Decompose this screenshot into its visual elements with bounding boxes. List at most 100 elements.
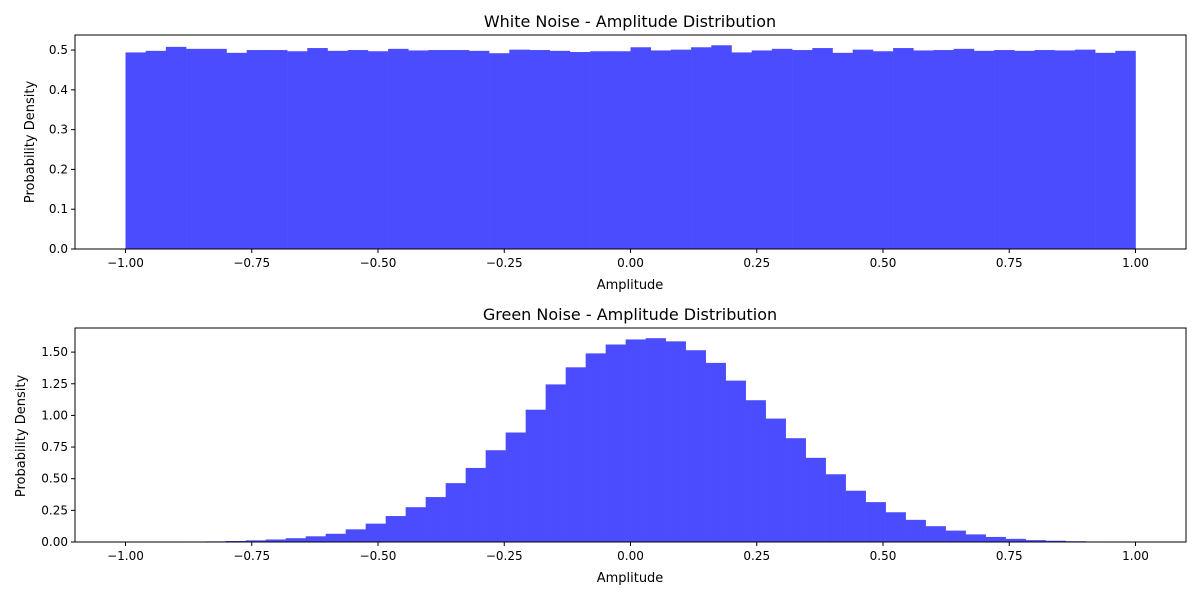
- white-noise-bar-35: [832, 52, 853, 249]
- green-noise-title: Green Noise - Amplitude Distribution: [483, 305, 777, 324]
- white-noise-bar-34: [812, 48, 833, 249]
- green-noise-x-tick-label-2: −0.50: [360, 549, 397, 563]
- white-noise-x-tick-label-3: −0.25: [486, 256, 523, 270]
- white-noise-bar-39: [913, 50, 934, 249]
- green-noise-bar-32: [785, 438, 806, 542]
- white-noise-bar-0: [125, 52, 146, 250]
- white-noise-bar-24: [610, 51, 631, 249]
- green-noise-y-tick-label-5: 1.25: [41, 377, 68, 391]
- white-noise-x-tick-label-7: 0.75: [996, 256, 1023, 270]
- green-noise-bar-12: [385, 516, 406, 542]
- white-noise-y-tick-label-0: 0.0: [49, 242, 68, 256]
- white-noise-x-tick-label-0: −1.00: [107, 256, 144, 270]
- green-noise-y-tick-label-6: 1.50: [41, 345, 68, 359]
- white-noise-bar-1: [145, 50, 167, 250]
- white-noise-bar-19: [509, 49, 530, 249]
- green-noise-x-tick-label-3: −0.25: [486, 549, 523, 563]
- green-noise-bar-6: [265, 539, 286, 542]
- green-noise-bar-40: [945, 530, 966, 542]
- white-noise-bar-4: [206, 48, 227, 249]
- white-noise-x-tick-label-1: −0.75: [233, 256, 270, 270]
- green-noise-bar-37: [885, 512, 906, 542]
- white-noise-x-tick-label-8: 1.00: [1122, 256, 1149, 270]
- green-noise-y-axis-label: Probability Density: [14, 375, 29, 498]
- white-noise-bar-48: [1095, 52, 1116, 249]
- white-noise-y-axis-label: Probability Density: [23, 81, 38, 204]
- green-noise-y-tick-label-0: 0.00: [41, 535, 68, 549]
- green-noise-bar-31: [765, 418, 786, 542]
- white-noise-bar-16: [448, 50, 470, 249]
- green-noise-bar-45: [1045, 540, 1066, 542]
- green-noise-bar-41: [965, 534, 986, 542]
- green-noise-bar-14: [425, 497, 446, 542]
- green-noise-bar-7: [285, 538, 306, 542]
- green-noise-bar-24: [625, 339, 646, 542]
- white-noise-bar-17: [468, 50, 490, 250]
- white-noise-bar-2: [165, 46, 187, 249]
- white-noise-x-tick-label-5: 0.25: [743, 256, 770, 270]
- white-noise-bar-49: [1115, 50, 1136, 250]
- green-noise-bar-9: [325, 533, 346, 542]
- white-noise-bar-22: [569, 52, 591, 249]
- white-noise-y-tick-label-2: 0.2: [49, 162, 68, 176]
- white-noise-y-tick-label-4: 0.4: [49, 83, 68, 97]
- green-noise-bar-33: [805, 457, 826, 542]
- green-noise-bar-36: [865, 502, 886, 542]
- green-noise-x-tick-label-0: −1.00: [107, 549, 144, 563]
- green-noise-bar-35: [845, 490, 866, 542]
- white-noise-x-ticks: −1.00 −0.75 −0.50 −0.25 0.00 0.25 0.50 0.75 1.00: [107, 249, 1149, 270]
- green-noise-bar-44: [1025, 540, 1046, 542]
- white-noise-bar-38: [893, 48, 914, 249]
- white-noise-y-ticks: 0.0 0.1 0.2 0.3 0.4 0.5: [49, 43, 75, 256]
- green-noise-bar-19: [525, 409, 546, 542]
- white-noise-bar-41: [953, 48, 975, 249]
- white-noise-bar-29: [711, 45, 732, 249]
- green-noise-y-tick-label-1: 0.25: [41, 503, 68, 517]
- white-noise-bar-43: [994, 50, 1015, 249]
- white-noise-title: White Noise - Amplitude Distribution: [484, 12, 776, 31]
- white-noise-bar-18: [489, 53, 510, 249]
- green-noise-bar-43: [1005, 538, 1026, 542]
- white-noise-bar-20: [529, 50, 550, 249]
- green-noise-x-tick-label-1: −0.75: [233, 549, 270, 563]
- green-noise-bar-42: [985, 536, 1006, 542]
- green-noise-subplot: Green Noise - Amplitude Distribution −1.…: [14, 305, 1187, 586]
- green-noise-y-tick-label-4: 1.00: [41, 408, 68, 422]
- green-noise-y-tick-label-3: 0.75: [41, 440, 68, 454]
- green-noise-bar-20: [545, 384, 566, 542]
- green-noise-bar-5: [245, 540, 266, 542]
- green-noise-x-tick-label-5: 0.25: [743, 549, 770, 563]
- green-noise-bar-39: [925, 526, 946, 542]
- white-noise-bar-23: [590, 51, 611, 249]
- white-noise-bar-31: [751, 50, 773, 249]
- green-noise-bar-26: [665, 341, 686, 542]
- green-noise-bar-38: [905, 519, 926, 542]
- white-noise-bar-15: [428, 50, 449, 249]
- green-noise-x-tick-label-4: 0.00: [617, 549, 644, 563]
- green-noise-bar-27: [685, 350, 706, 542]
- white-noise-y-tick-label-5: 0.5: [49, 43, 68, 57]
- green-noise-bar-8: [305, 536, 326, 542]
- white-noise-bar-13: [388, 48, 409, 249]
- green-noise-bars: [145, 338, 1146, 542]
- white-noise-bar-47: [1074, 49, 1096, 249]
- white-noise-bar-14: [408, 50, 429, 249]
- white-noise-bar-11: [347, 50, 369, 249]
- white-noise-bar-9: [307, 48, 328, 249]
- green-noise-bar-4: [225, 540, 246, 542]
- green-noise-bar-23: [605, 344, 626, 542]
- white-noise-bar-30: [731, 52, 752, 250]
- white-noise-y-tick-label-3: 0.3: [49, 123, 68, 137]
- white-noise-bar-40: [933, 50, 954, 249]
- white-noise-bars: [125, 45, 1136, 250]
- white-noise-x-axis-label: Amplitude: [597, 278, 664, 293]
- white-noise-bar-5: [226, 52, 247, 249]
- white-noise-bar-36: [852, 49, 874, 249]
- green-noise-bar-30: [745, 400, 766, 542]
- white-noise-x-tick-label-4: 0.00: [617, 256, 644, 270]
- white-noise-x-tick-label-2: −0.50: [360, 256, 397, 270]
- white-noise-bar-46: [1054, 50, 1076, 249]
- green-noise-bar-25: [645, 338, 666, 542]
- white-noise-bar-33: [792, 50, 813, 249]
